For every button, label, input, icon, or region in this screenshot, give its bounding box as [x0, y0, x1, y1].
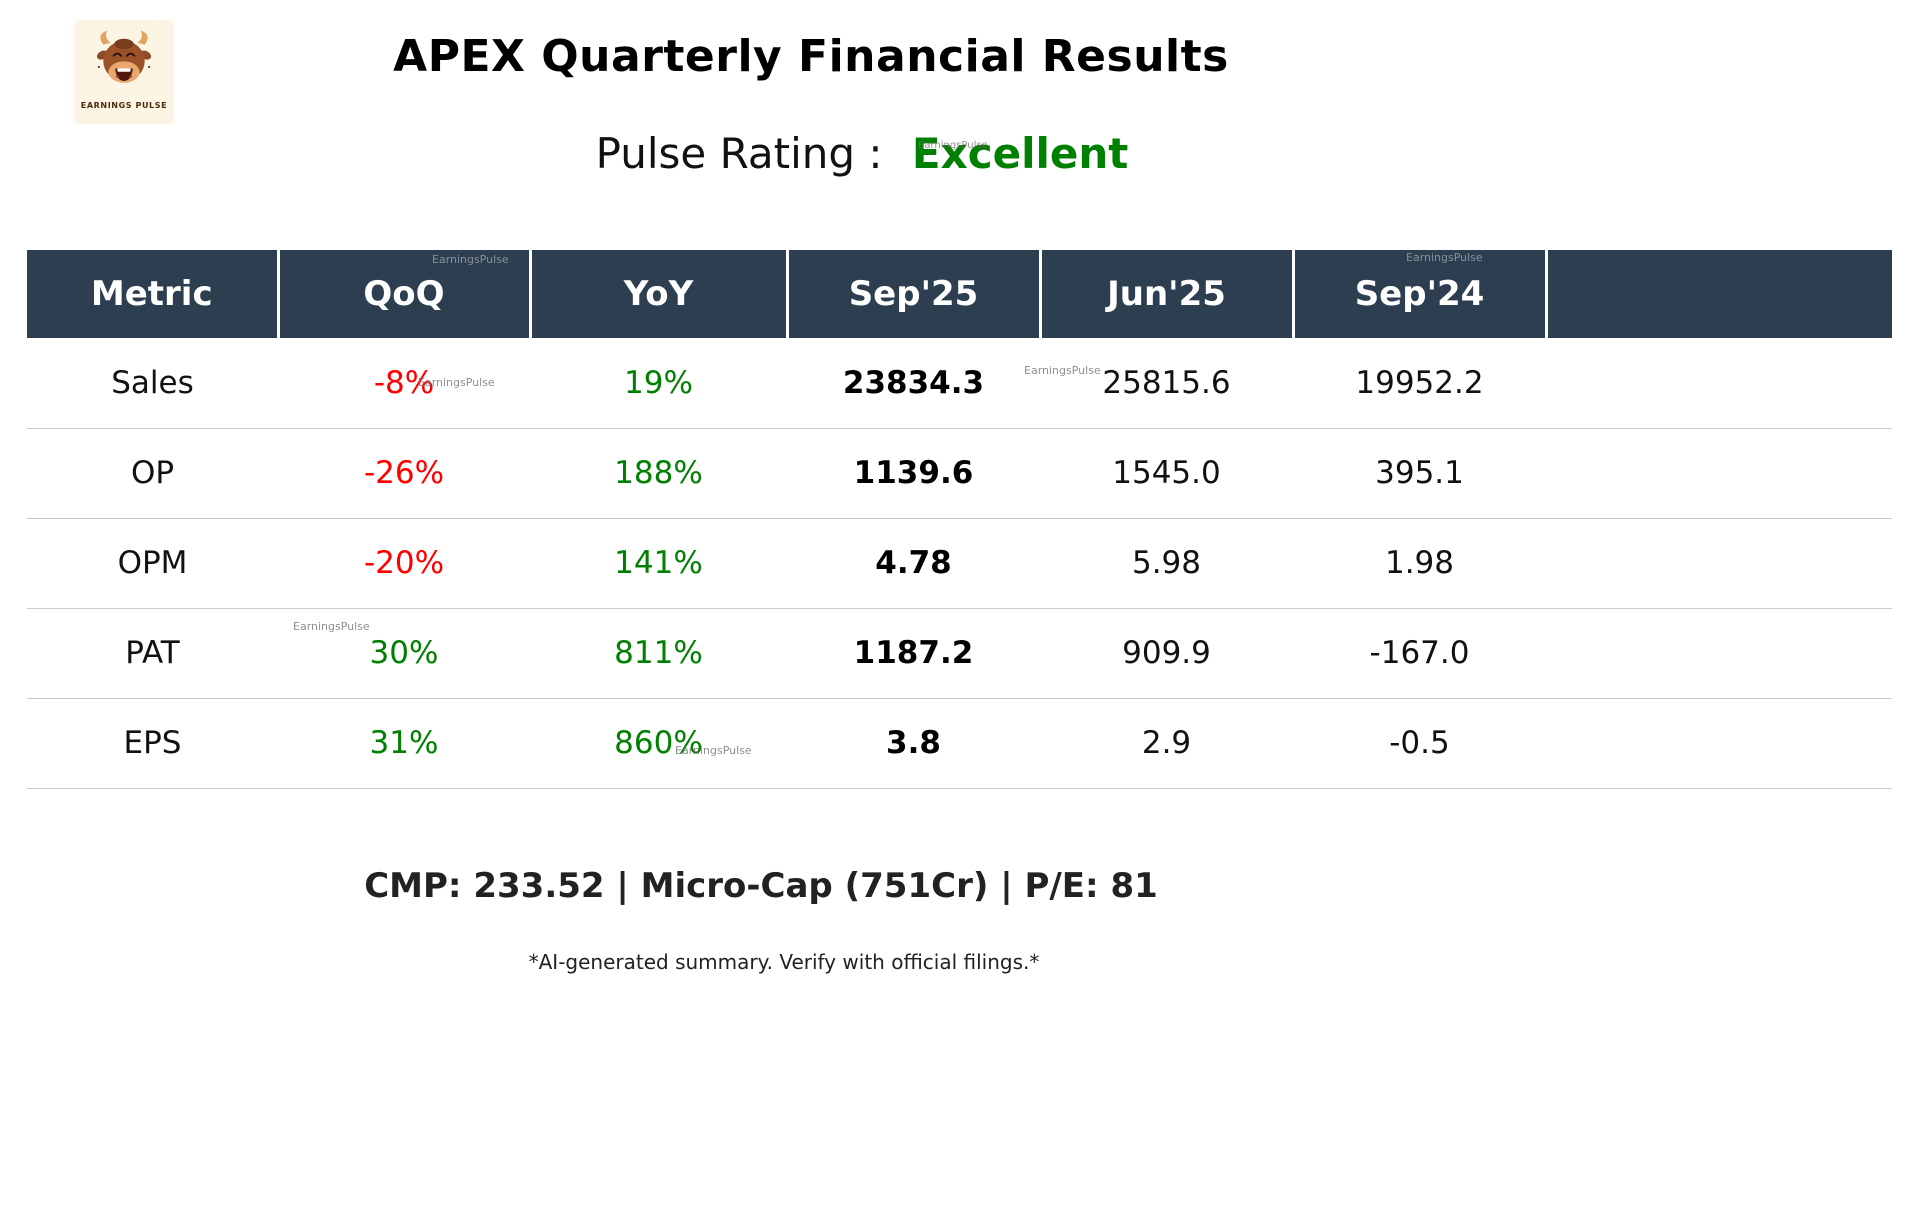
- sep25-value: 1187.2: [787, 608, 1040, 699]
- metric-label: OPM: [27, 518, 278, 609]
- qoq-value: -20%: [278, 518, 530, 609]
- pulse-rating-label: Pulse Rating :: [595, 129, 883, 178]
- metric-label: OP: [27, 428, 278, 519]
- jun25-value: 5.98: [1040, 518, 1293, 609]
- sep24-value: 19952.2: [1293, 338, 1546, 429]
- metric-label: PAT: [27, 608, 278, 699]
- jun25-value: 909.9: [1040, 608, 1293, 699]
- column-header-qoq: QoQ: [276, 250, 530, 338]
- sep25-value: 4.78: [787, 518, 1040, 609]
- qoq-value: 31%: [278, 698, 530, 789]
- sep25-value: 3.8: [787, 698, 1040, 789]
- sep25-value: 23834.3: [787, 338, 1040, 429]
- qoq-value: 30%: [278, 608, 530, 699]
- brand-name: EARNINGS PULSE: [80, 101, 168, 110]
- page-title: APEX Quarterly Financial Results: [393, 31, 1229, 82]
- pulse-rating: Pulse Rating : Excellent: [0, 129, 1724, 178]
- yoy-value: 141%: [530, 518, 787, 609]
- sep24-value: 1.98: [1293, 518, 1546, 609]
- column-header-jun25: Jun'25: [1038, 250, 1293, 338]
- yoy-value: 811%: [530, 608, 787, 699]
- disclaimer-text: *AI-generated summary. Verify with offic…: [528, 950, 1040, 974]
- column-header-sep24: Sep'24: [1291, 250, 1546, 338]
- sep24-value: 395.1: [1293, 428, 1546, 519]
- qoq-value: -26%: [278, 428, 530, 519]
- metric-label: EPS: [27, 698, 278, 789]
- row-spacer: [1546, 518, 1892, 609]
- yoy-value: 860%: [530, 698, 787, 789]
- sep24-value: -0.5: [1293, 698, 1546, 789]
- table-row-pat: PAT 30% 811% 1187.2 909.9 -167.0: [27, 608, 1892, 699]
- column-header-metric: Metric: [27, 250, 278, 338]
- table-header-row: Metric QoQ YoY Sep'25 Jun'25 Sep'24: [27, 250, 1892, 338]
- sep25-value: 1139.6: [787, 428, 1040, 519]
- yoy-value: 19%: [530, 338, 787, 429]
- qoq-value: -8%: [278, 338, 530, 429]
- pulse-rating-value: Excellent: [911, 129, 1129, 178]
- row-spacer: [1546, 338, 1892, 429]
- table-row-op: OP -26% 188% 1139.6 1545.0 395.1: [27, 428, 1892, 519]
- column-header-yoy: YoY: [528, 250, 787, 338]
- column-header-sep25: Sep'25: [785, 250, 1040, 338]
- table-row-opm: OPM -20% 141% 4.78 5.98 1.98: [27, 518, 1892, 609]
- brand-logo: EARNINGS PULSE: [74, 20, 174, 124]
- jun25-value: 25815.6: [1040, 338, 1293, 429]
- table-row-sales: Sales -8% 19% 23834.3 25815.6 19952.2: [27, 338, 1892, 429]
- column-header-spacer: [1544, 250, 1892, 338]
- row-spacer: [1546, 698, 1892, 789]
- jun25-value: 1545.0: [1040, 428, 1293, 519]
- row-spacer: [1546, 428, 1892, 519]
- sep24-value: -167.0: [1293, 608, 1546, 699]
- metric-label: Sales: [27, 338, 278, 429]
- results-table: Metric QoQ YoY Sep'25 Jun'25 Sep'24 Sales -8% 1…: [27, 250, 1892, 789]
- row-spacer: [1546, 608, 1892, 699]
- yoy-value: 188%: [530, 428, 787, 519]
- results-table-body: Sales -8% 19% 23834.3 25815.6 19952.2 OP -26% 18…: [27, 338, 1892, 789]
- table-row-eps: EPS 31% 860% 3.8 2.9 -0.5: [27, 698, 1892, 789]
- bull-mascot-icon: [96, 30, 152, 83]
- stock-summary: CMP: 233.52 | Micro-Cap (751Cr) | P/E: 8…: [364, 866, 1158, 906]
- jun25-value: 2.9: [1040, 698, 1293, 789]
